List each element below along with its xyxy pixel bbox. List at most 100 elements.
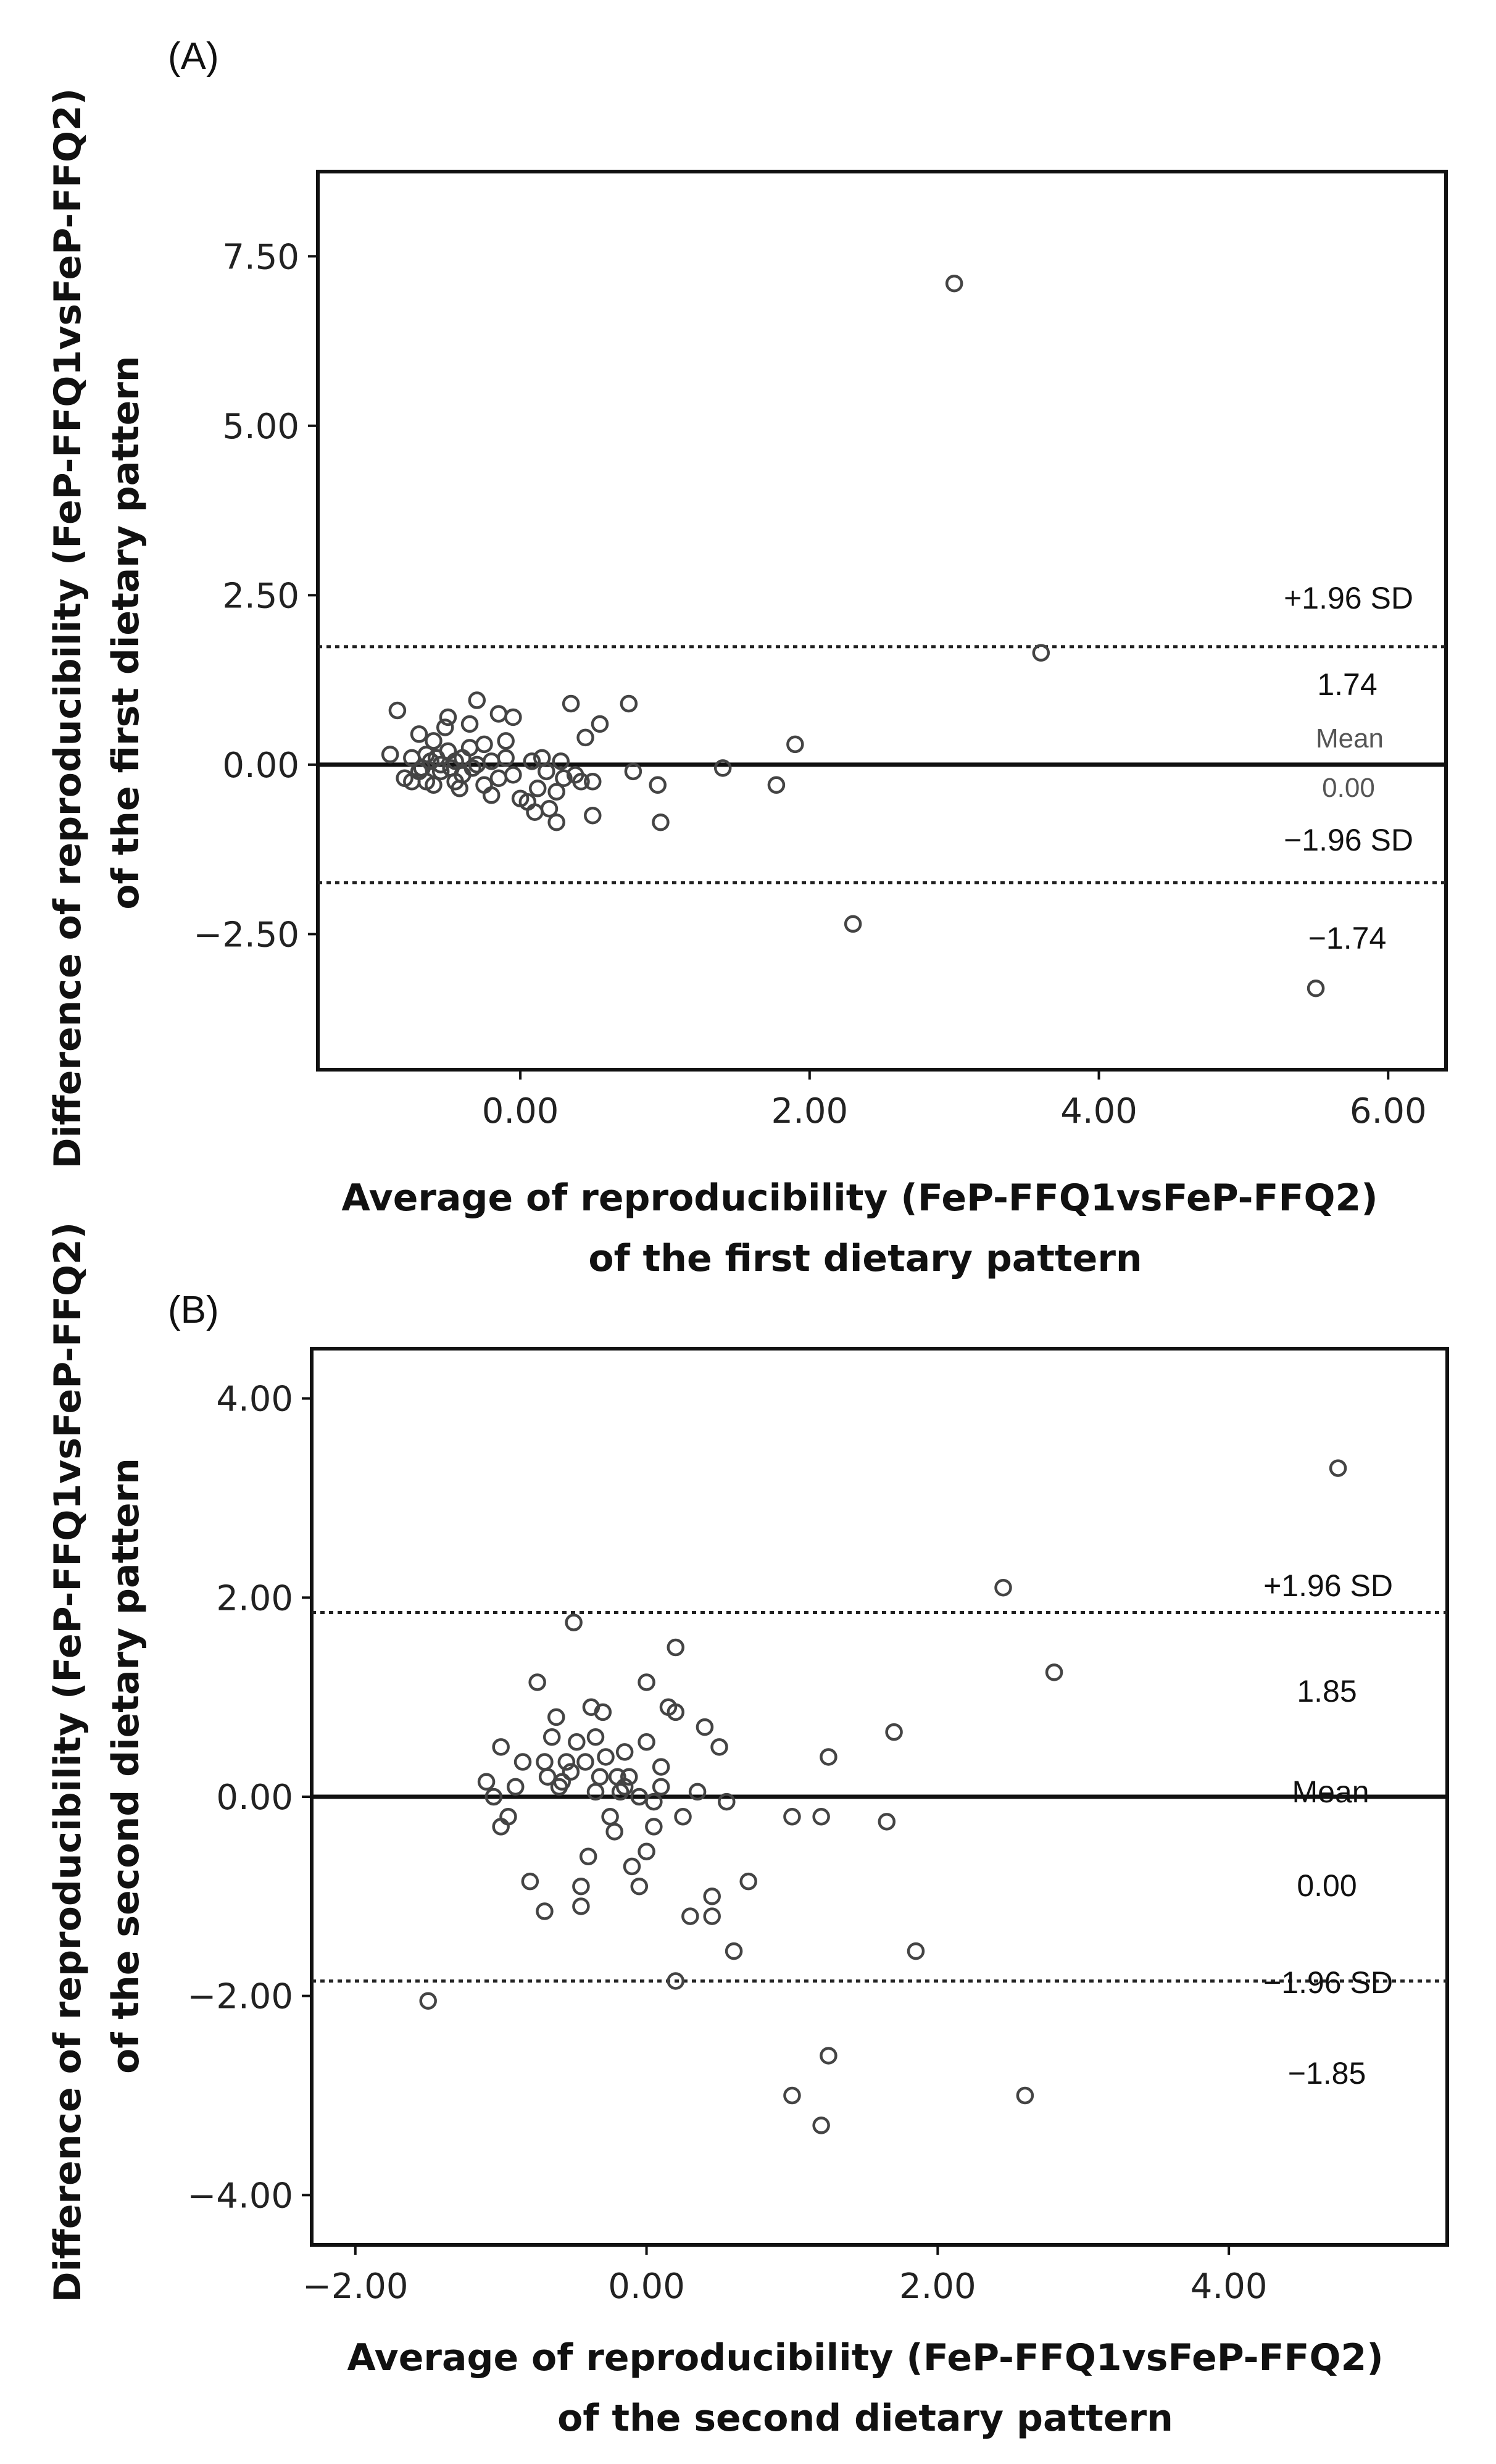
panel-b-upper-loa-value: 1.85 — [1297, 1674, 1357, 1709]
panel-b-data-point — [696, 1718, 714, 1736]
panel-a-data-point — [425, 732, 443, 750]
panel-b-data-point — [907, 1942, 925, 1960]
panel-a-data-point — [489, 769, 508, 788]
panel-a-data-point — [844, 915, 862, 933]
panel-a-upper-loa-value: 1.74 — [1317, 667, 1377, 702]
panel-a-plot-frame — [316, 170, 1448, 1072]
panel-a-data-point — [504, 708, 522, 726]
panel-b-data-point — [419, 1992, 437, 2010]
panel-b-data-point — [536, 1902, 554, 1920]
panel-b-y-tick-label: 0.00 — [216, 1778, 293, 1818]
panel-b-data-point — [521, 1872, 539, 1891]
panel-b-data-point — [994, 1578, 1012, 1597]
panel-b-data-point — [667, 1972, 684, 1990]
panel-b-data-point — [1329, 1459, 1347, 1477]
panel-b-data-point — [645, 1818, 663, 1836]
panel-b-data-point — [591, 1768, 609, 1786]
panel-a-data-point — [410, 725, 428, 743]
panel-b-data-point — [1016, 2086, 1034, 2105]
panel-b-data-point — [513, 1753, 532, 1771]
panel-b-x-axis-title-line1: Average of reproducibility (FeP-FFQ1vsFe… — [347, 2336, 1383, 2379]
panel-a-data-point — [388, 701, 407, 720]
panel-b-data-point — [568, 1733, 586, 1751]
panel-b-data-point — [477, 1773, 496, 1791]
panel-b-data-point — [615, 1778, 634, 1796]
panel-b-data-point — [582, 1698, 600, 1717]
panel-a-data-point — [468, 691, 486, 709]
panel-a-ticks: 7.50 5.00 2.50 0.00 −2.50 0.00 2.00 4.00 6.00 — [193, 237, 1426, 1131]
panel-a-data-point — [403, 773, 421, 791]
panel-a-data-point — [511, 789, 530, 808]
panel-a-data-point — [460, 739, 479, 757]
panel-b-data-point — [597, 1748, 615, 1766]
panel-b-data-point — [638, 1733, 655, 1751]
panel-b-data-point — [1045, 1663, 1063, 1681]
panel-b-data-point — [718, 1792, 736, 1811]
panel-a-y-axis-title-line1: Difference of reproducibility (FeP-FFQ1v… — [46, 88, 89, 1168]
panel-b-x-tick-label: 4.00 — [1191, 2266, 1268, 2307]
panel-b-data-point — [674, 1808, 692, 1826]
panel-a-data-point — [1032, 644, 1050, 662]
panel-a-data-point — [442, 759, 460, 777]
panel-b-data-point — [652, 1758, 670, 1776]
panel-b-data-point — [703, 1907, 721, 1925]
panel-b-data-point — [820, 1748, 837, 1766]
panel-a-data-point — [786, 735, 804, 754]
panel-b-data-point — [783, 1808, 801, 1826]
panel-b-data-point — [885, 1723, 903, 1741]
panel-a-data-point — [649, 776, 667, 794]
panel-b-data-point — [681, 1907, 699, 1925]
panel-a-y-axis-title-line2: of the first dietary pattern — [104, 356, 148, 909]
panel-a-points — [381, 274, 1325, 997]
panel-b-y-axis-title-line1: Difference of reproducibility (FeP-FFQ1v… — [46, 1222, 89, 2302]
panel-b-lower-loa-label: −1.96 SD — [1263, 1965, 1393, 2000]
panel-b-data-point — [652, 1778, 670, 1796]
panel-a-data-point — [489, 705, 508, 723]
panel-b-data-point — [553, 1773, 571, 1791]
panel-a-x-tick-label: 4.00 — [1060, 1091, 1137, 1131]
panel-a-x-tick-label: 0.00 — [482, 1091, 559, 1131]
panel-b-x-axis-title-line2: of the second dietary pattern — [557, 2397, 1173, 2440]
panel-b: (B) 4.002.000.00−2.00−4.00−2.00 0.00 2.00 4… — [46, 1222, 1449, 2440]
panel-a-label: (A) — [168, 35, 219, 78]
panel-a-x-tick-label: 6.00 — [1350, 1091, 1427, 1131]
panel-b-data-point — [601, 1808, 619, 1826]
panel-b-data-point — [645, 1792, 663, 1811]
panel-a-data-point — [547, 813, 565, 831]
panel-a-lower-loa-label: −1.96 SD — [1284, 823, 1413, 857]
panel-a-x-tick-label: 2.00 — [771, 1091, 848, 1131]
panel-b-data-point — [688, 1783, 707, 1801]
panel-b-data-point — [562, 1763, 580, 1781]
panel-b-data-point — [710, 1738, 728, 1756]
panel-a-data-point — [475, 735, 493, 754]
panel-a-data-point — [475, 776, 493, 794]
panel-b-y-tick-label: −4.00 — [187, 2176, 293, 2216]
panel-b-label: (B) — [168, 1289, 219, 1331]
panel-a-y-tick-label: −2.50 — [193, 915, 299, 955]
panel-a-data-point — [528, 780, 547, 797]
panel-b-data-point — [725, 1942, 743, 1960]
panel-b-points — [419, 1459, 1347, 2134]
panel-b-data-point — [579, 1847, 597, 1866]
panel-a-data-point — [482, 752, 501, 770]
panel-a-upper-loa-label: +1.96 SD — [1284, 581, 1413, 615]
panel-a-data-point — [439, 708, 457, 726]
panel-a-data-point — [552, 752, 570, 770]
panel-b-data-point — [739, 1872, 757, 1891]
panel-b-lower-loa-value: −1.85 — [1288, 2056, 1366, 2091]
panel-b-data-point — [630, 1877, 649, 1896]
panel-b-data-point — [878, 1813, 896, 1831]
panel-a-data-point — [504, 766, 522, 784]
panel-b-data-point — [667, 1638, 684, 1657]
panel-a-x-axis-title-line2: of the first dietary pattern — [588, 1237, 1142, 1280]
panel-a-data-point — [624, 762, 642, 781]
panel-b-data-point — [547, 1708, 565, 1726]
panel-a-data-point — [403, 749, 421, 767]
panel-b-y-axis-title-line2: of the second dietary pattern — [104, 1458, 148, 2074]
panel-b-ticks: 4.00 2.00 0.00 −2.00 −4.00 −2.00 0.00 2.00 4.00 — [187, 1380, 1267, 2307]
panel-b-x-tick-label: 0.00 — [608, 2266, 685, 2307]
panel-b-data-point — [565, 1613, 583, 1631]
panel-b-data-point — [538, 1768, 557, 1786]
panel-a-data-point — [538, 762, 555, 781]
